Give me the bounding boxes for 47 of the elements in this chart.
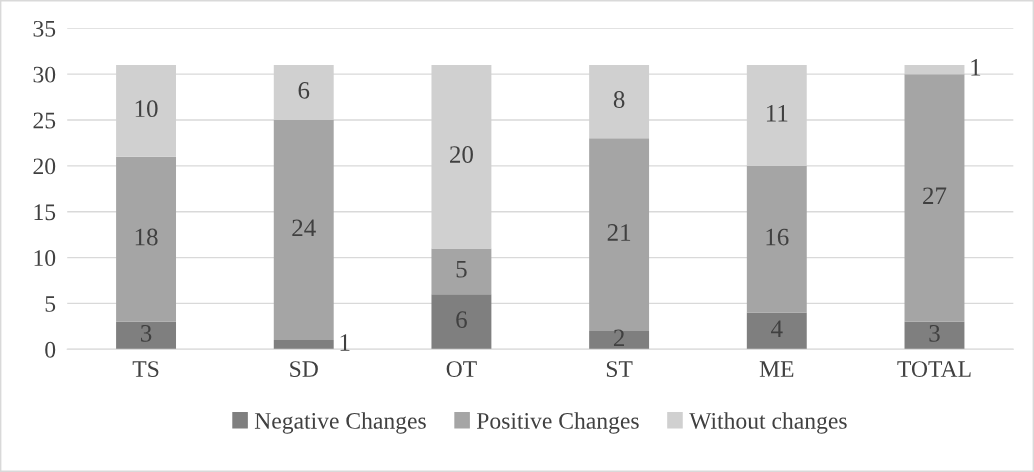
bar	[431, 294, 492, 350]
y-tick-label: 35	[33, 20, 56, 37]
bar	[746, 165, 807, 313]
data-label: 18	[135, 228, 158, 246]
data-label: 2	[613, 329, 624, 347]
y-tick-label: 10	[34, 250, 56, 266]
data-label: 21	[607, 224, 631, 241]
bar	[431, 248, 492, 295]
bar	[273, 120, 334, 341]
data-label: 6	[298, 81, 310, 99]
data-label: 10	[135, 100, 158, 118]
data-label: 3	[929, 324, 940, 342]
data-label: 1	[971, 59, 981, 76]
bar	[273, 340, 334, 350]
y-tick-label: 25	[33, 112, 56, 129]
x-tick-label: TS	[132, 361, 159, 378]
legend-label: Negative Changes	[254, 412, 426, 434]
bar	[746, 312, 807, 350]
x-tick-label: ME	[759, 361, 794, 377]
data-label: 6	[456, 311, 467, 329]
data-label: 1	[340, 334, 350, 351]
legend-label: Without changes	[689, 412, 847, 434]
data-label: 20	[450, 146, 473, 163]
data-label: 8	[613, 91, 625, 108]
bar	[589, 138, 650, 331]
y-tick-label: 15	[34, 204, 56, 221]
data-label: 4	[771, 320, 783, 337]
x-tick-label: ST	[606, 361, 633, 378]
data-label: 16	[766, 228, 789, 246]
y-tick-label: 0	[45, 341, 56, 358]
bar	[116, 156, 177, 322]
x-tick-label: TOTAL	[897, 361, 971, 378]
data-label: 27	[923, 187, 947, 204]
data-label: 24	[292, 219, 316, 237]
bar	[116, 321, 177, 350]
bar	[904, 74, 965, 322]
data-label: 3	[141, 324, 152, 342]
bar	[589, 330, 650, 350]
data-label: 5	[456, 260, 467, 278]
y-tick-label: 5	[45, 296, 56, 312]
y-tick-label: 30	[33, 66, 56, 83]
data-label: 11	[766, 104, 788, 122]
bar	[904, 321, 965, 350]
x-tick-label: OT	[446, 361, 477, 378]
x-tick-label: SD	[290, 361, 318, 378]
y-tick-label: 20	[33, 158, 56, 175]
legend-label: Positive Changes	[476, 412, 639, 434]
